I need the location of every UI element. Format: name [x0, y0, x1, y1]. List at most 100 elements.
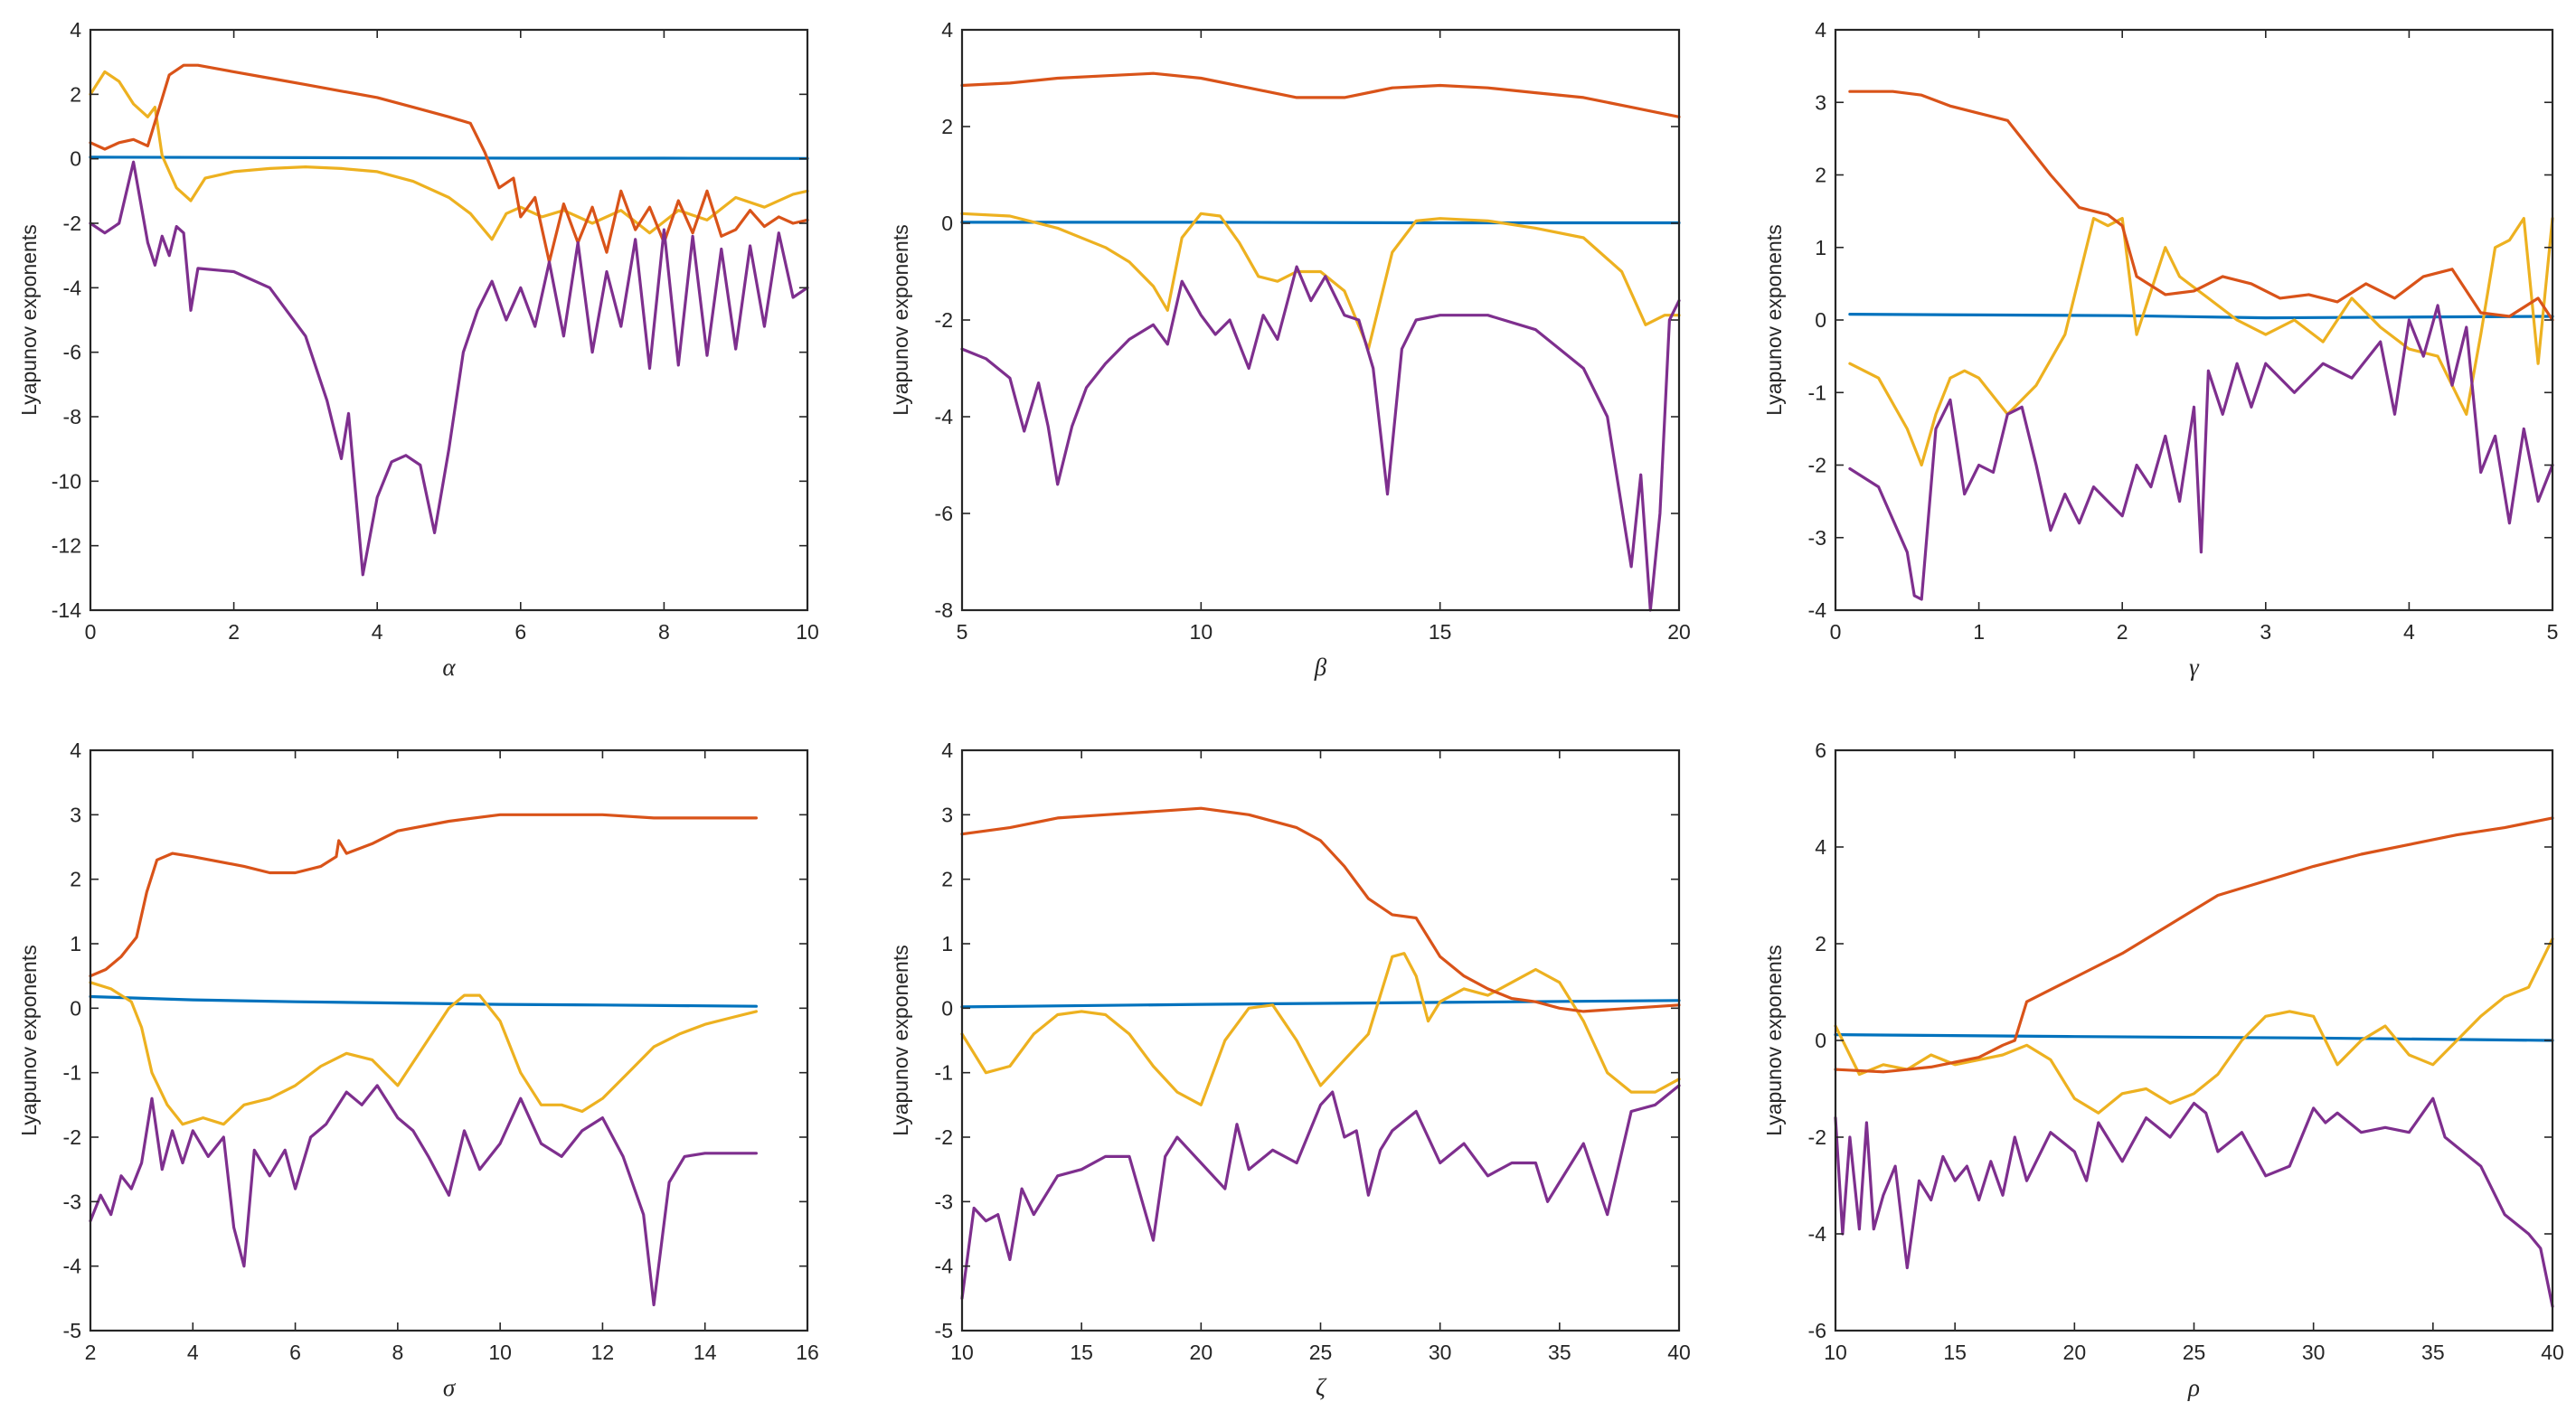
y-tick-label: -6: [1808, 1319, 1826, 1342]
x-tick-label: 15: [1070, 1341, 1093, 1364]
chart-panel-beta: 5 10 15 20 -8 -6 -4 -2 0 2 4 β Lyapunov exponents: [889, 18, 1691, 681]
y-tick-label: 4: [941, 739, 953, 762]
x-tick-label: 16: [796, 1341, 819, 1364]
x-tick-label: 5: [957, 620, 968, 644]
y-tick-label: -2: [63, 212, 81, 235]
y-tick-label: 2: [70, 82, 81, 106]
x-tick-label: 20: [2063, 1341, 2087, 1364]
y-tick-label: -4: [1808, 1222, 1827, 1246]
y-axis-label: Lyapunov exponents: [17, 224, 41, 415]
y-tick-label: 2: [1815, 932, 1826, 955]
series-le1-rho: [1834, 1032, 2554, 1042]
y-tick-label: 1: [941, 932, 953, 955]
x-tick-label: 12: [591, 1341, 615, 1364]
series-le1-zeta: [960, 999, 1681, 1009]
y-tick-label: 0: [941, 996, 953, 1020]
y-tick-label: -1: [935, 1061, 953, 1085]
y-tick-label: -4: [63, 276, 82, 299]
plot-frame: [89, 748, 809, 1332]
x-tick-label: 6: [514, 620, 526, 644]
y-tick-label: 0: [1815, 1029, 1826, 1052]
y-tick-label: 1: [70, 932, 81, 955]
y-tick-label: 0: [941, 212, 953, 235]
x-axis-label: α: [442, 654, 456, 681]
y-tick-label: 3: [941, 803, 953, 826]
series-le2-gamma: [1848, 89, 2554, 322]
x-tick-label: 40: [2541, 1341, 2564, 1364]
y-tick-label: 2: [941, 115, 953, 138]
y-tick-label: -2: [1808, 454, 1826, 477]
y-axis-label: Lyapunov exponents: [17, 945, 41, 1135]
series-le4-alpha: [89, 160, 809, 577]
series-le4-beta: [960, 265, 1681, 612]
x-tick-label: 35: [2421, 1341, 2445, 1364]
x-tick-label: 25: [2183, 1341, 2206, 1364]
x-tick-label: 30: [2302, 1341, 2326, 1364]
y-tick-label: 0: [1815, 308, 1826, 332]
x-tick-label: 2: [228, 620, 240, 644]
x-tick-label: 30: [1429, 1341, 1452, 1364]
x-tick-label: 2: [2117, 620, 2128, 644]
series-le4-zeta: [960, 1084, 1681, 1300]
y-tick-label: 4: [941, 18, 953, 42]
y-tick-label: -3: [935, 1190, 953, 1213]
x-tick-label: 15: [1429, 620, 1452, 644]
x-tick-label: 3: [2260, 620, 2271, 644]
plot-frame: [89, 28, 809, 612]
y-tick-label: 0: [70, 996, 81, 1020]
x-axis-label: ρ: [2187, 1374, 2200, 1401]
y-tick-label: -4: [1808, 598, 1827, 622]
y-tick-label: -4: [935, 1255, 954, 1278]
y-axis-label: Lyapunov exponents: [889, 945, 912, 1135]
series-le2-zeta: [960, 806, 1681, 1013]
y-tick-label: 4: [1815, 18, 1826, 42]
y-axis-label: Lyapunov exponents: [889, 224, 912, 415]
series-le2-rho: [1834, 816, 2554, 1074]
x-tick-label: 10: [488, 1341, 512, 1364]
y-axis-label: Lyapunov exponents: [1762, 945, 1786, 1135]
x-tick-label: 6: [289, 1341, 301, 1364]
y-tick-label: -6: [935, 502, 953, 525]
y-tick-label: -12: [52, 534, 81, 558]
x-tick-label: 15: [1943, 1341, 1967, 1364]
series-le4-gamma: [1848, 304, 2554, 601]
x-axis-label: ζ: [1316, 1374, 1327, 1401]
plot-frame: [1834, 28, 2554, 612]
series-le1-alpha: [89, 155, 809, 160]
series-le1-beta: [960, 221, 1681, 225]
y-tick-label: 2: [1815, 164, 1826, 187]
series-le2-alpha: [89, 63, 809, 264]
series-le1-gamma: [1848, 313, 2554, 320]
x-tick-label: 40: [1667, 1341, 1691, 1364]
x-tick-label: 14: [694, 1341, 717, 1364]
y-tick-label: 6: [1815, 739, 1826, 762]
y-tick-label: 0: [70, 147, 81, 171]
y-tick-label: 4: [1815, 835, 1826, 859]
y-tick-label: -5: [935, 1319, 953, 1342]
y-tick-label: -14: [52, 598, 81, 622]
series-le3-sigma: [89, 981, 759, 1126]
y-tick-label: 1: [1815, 236, 1826, 259]
plot-frame: [960, 748, 1681, 1332]
series-le3-beta: [960, 212, 1681, 351]
x-tick-label: 10: [796, 620, 819, 644]
x-tick-label: 0: [1830, 620, 1842, 644]
x-tick-label: 35: [1548, 1341, 1571, 1364]
y-tick-label: -2: [935, 1125, 953, 1149]
series-le2-beta: [960, 71, 1681, 118]
y-tick-label: -6: [63, 341, 81, 364]
y-tick-label: -2: [1808, 1125, 1826, 1149]
y-axis-label: Lyapunov exponents: [1762, 224, 1786, 415]
x-tick-label: 20: [1190, 1341, 1213, 1364]
series-le3-rho: [1834, 937, 2554, 1115]
series-le4-sigma: [89, 1084, 759, 1307]
y-tick-label: -2: [935, 308, 953, 332]
chart-panel-zeta: 10 15 20 25 30 35 40 -5 -4 -3 -2 -1 0 1 2 3 4 ζ Lyapunov e…: [889, 739, 1691, 1401]
x-tick-label: 20: [1667, 620, 1691, 644]
y-tick-label: -3: [1808, 526, 1826, 550]
x-axis-label: σ: [443, 1374, 457, 1401]
y-tick-label: -10: [52, 469, 81, 493]
x-tick-label: 4: [372, 620, 383, 644]
x-tick-label: 10: [950, 1341, 974, 1364]
